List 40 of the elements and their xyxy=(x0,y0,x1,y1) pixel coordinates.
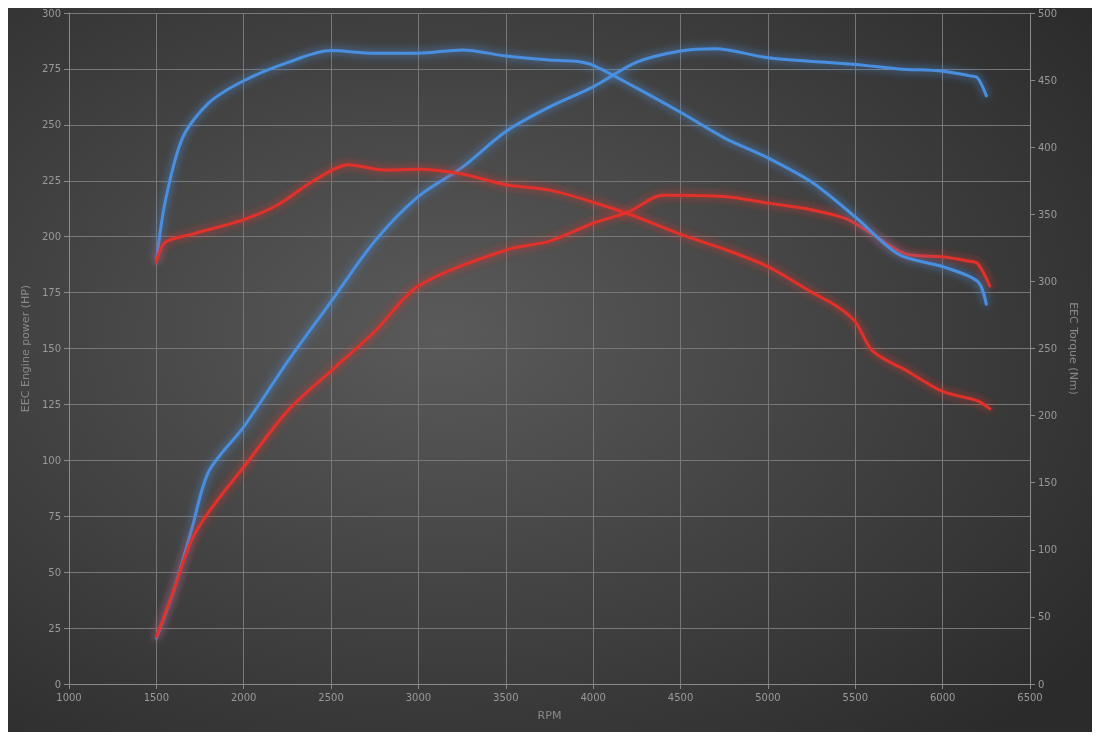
y-tick-label: 200 xyxy=(41,231,61,243)
y-tick-label: 150 xyxy=(41,343,61,354)
y2-tick-label: 250 xyxy=(1038,343,1058,354)
y-tick-label: 75 xyxy=(48,510,61,522)
x-tick-label: 5000 xyxy=(755,691,781,703)
x-tick-label: 6000 xyxy=(929,691,956,703)
y2-tick-label: 400 xyxy=(1038,141,1058,153)
y-tick-label: 250 xyxy=(41,119,61,131)
y-tick-label: 125 xyxy=(41,398,61,410)
x-tick-label: 6500 xyxy=(1017,691,1043,703)
y2-tick-label: 200 xyxy=(1038,410,1058,422)
y-tick-label: 0 xyxy=(54,678,61,690)
line-series xyxy=(154,47,988,640)
y2-tick-label: 450 xyxy=(1038,74,1058,86)
y2-axis-title: EEC Torque (Nm) xyxy=(1067,302,1080,395)
y2-tick-label: 100 xyxy=(1038,544,1058,556)
x-tick-label: 4500 xyxy=(667,691,694,703)
y-tick-label: 100 xyxy=(41,454,61,466)
y2-tick-label: 0 xyxy=(1038,678,1045,690)
y2-tick-label: 300 xyxy=(1038,275,1058,287)
x-axis-title: RPM xyxy=(537,709,562,722)
x-tick-label: 3500 xyxy=(493,691,519,703)
y-axis-title: EEC Engine power (HP) xyxy=(19,284,32,413)
y-tick-label: 25 xyxy=(48,622,61,634)
y-tick-label: 225 xyxy=(41,175,61,187)
y-tick-label: 275 xyxy=(41,63,61,75)
x-tick-label: 2500 xyxy=(318,691,344,703)
y2-tick-label: 500 xyxy=(1038,7,1058,19)
x-tick-label: 3000 xyxy=(405,691,432,703)
y2-tick-label: 150 xyxy=(1038,477,1058,489)
y-tick-label: 300 xyxy=(41,7,61,19)
x-tick-label: 1500 xyxy=(143,691,170,703)
y2-tick-label: 350 xyxy=(1038,208,1058,220)
x-tick-label: 5500 xyxy=(842,691,868,703)
y-tick-label: 175 xyxy=(41,287,61,299)
y-tick-label: 50 xyxy=(48,566,61,578)
x-tick-label: 4000 xyxy=(580,691,606,703)
x-tick-label: 1000 xyxy=(56,691,82,703)
x-tick-label: 2000 xyxy=(231,691,257,703)
y2-tick-label: 50 xyxy=(1038,611,1051,623)
